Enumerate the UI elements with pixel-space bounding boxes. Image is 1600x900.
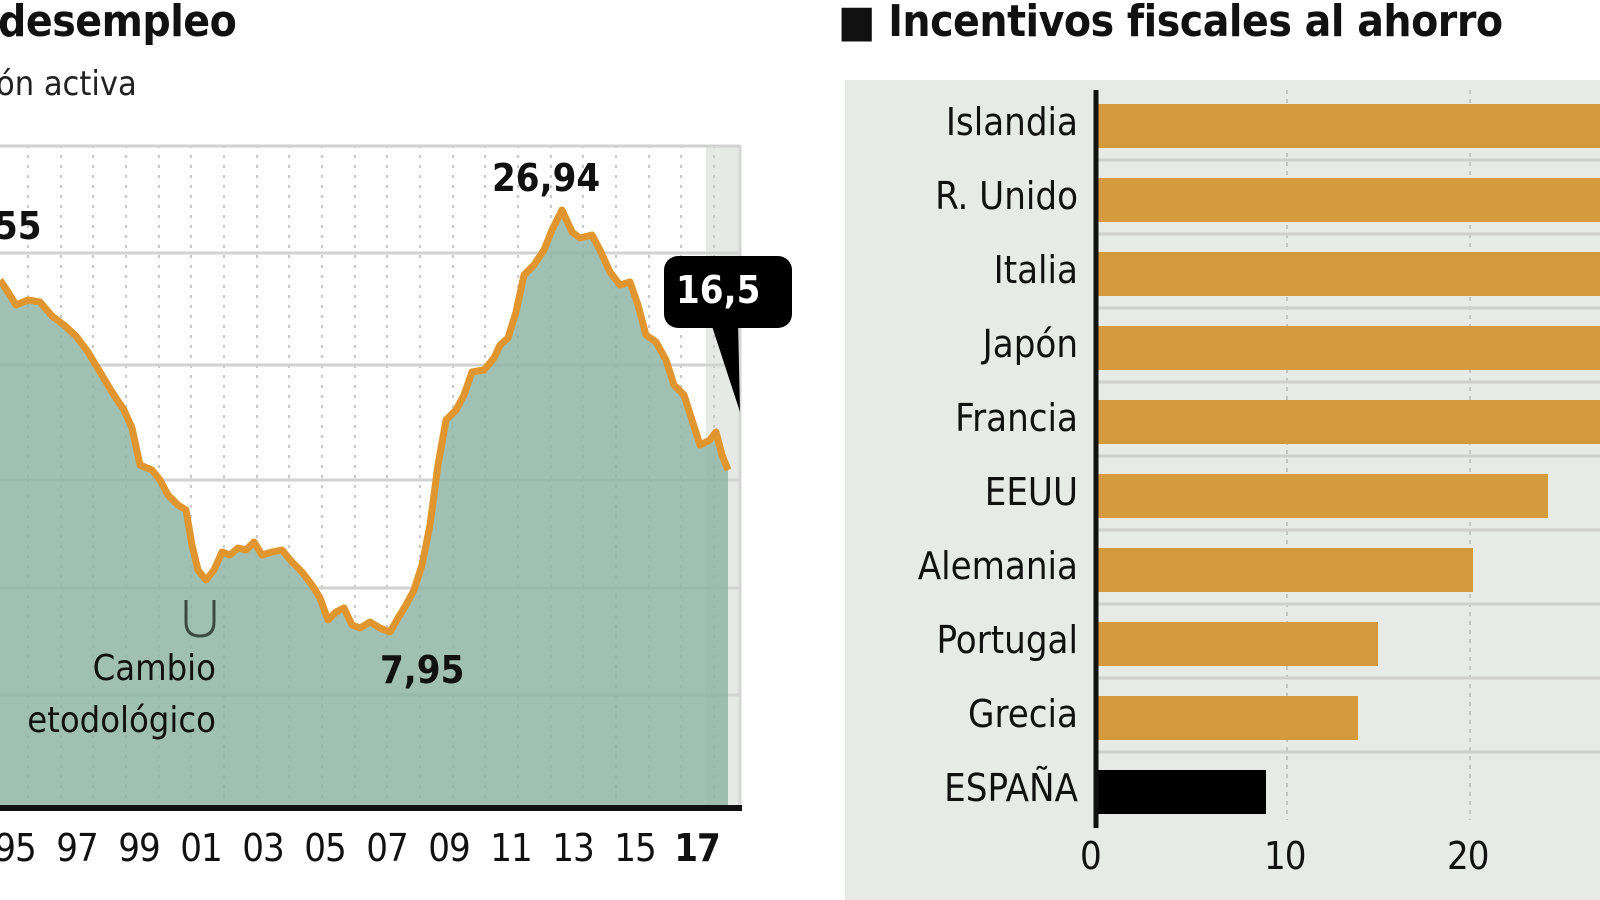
bar-r-unido bbox=[1098, 178, 1600, 222]
x-tick: 10 bbox=[1264, 834, 1306, 878]
x-tick: 01 bbox=[180, 826, 223, 870]
x-tick: 0 bbox=[1080, 834, 1102, 878]
x-tick: 07 bbox=[366, 826, 409, 870]
bar-portugal bbox=[1098, 622, 1378, 666]
bar-label: Islandia bbox=[945, 100, 1078, 144]
fiscal-incentives-bar-chart bbox=[1093, 90, 1600, 828]
current-value-label: 16,5 bbox=[676, 268, 761, 312]
bar-eeuu bbox=[1098, 474, 1548, 518]
left-x-axis: 95 97 99 01 03 05 07 09 11 13 15 17 bbox=[0, 826, 764, 870]
bar-label: Grecia bbox=[968, 692, 1078, 736]
current-value-callout bbox=[664, 256, 792, 328]
start-value-label: 55 bbox=[0, 204, 42, 248]
x-tick: 15 bbox=[614, 826, 657, 870]
unemployment-area bbox=[0, 210, 728, 808]
bar-label: Japón bbox=[982, 322, 1078, 366]
bar-islandia bbox=[1098, 104, 1600, 148]
left-chart-title: desempleo bbox=[0, 0, 237, 47]
right-chart-title: ■ Incentivos fiscales al ahorro bbox=[838, 0, 1503, 47]
title-square-icon: ■ bbox=[838, 0, 875, 47]
method-change-label-line2: etodológico bbox=[27, 700, 216, 741]
x-tick: 13 bbox=[552, 826, 595, 870]
method-change-label-line1: Cambio bbox=[92, 648, 216, 689]
x-tick: 09 bbox=[428, 826, 471, 870]
bar-label: Francia bbox=[955, 396, 1078, 440]
x-tick: 20 bbox=[1447, 834, 1489, 878]
bar-japon bbox=[1098, 326, 1600, 370]
peak-value-label: 26,94 bbox=[492, 156, 601, 200]
method-change-marker-icon bbox=[184, 600, 216, 638]
bar-italia bbox=[1098, 252, 1600, 296]
unemployment-area-chart bbox=[0, 144, 792, 811]
unemployment-line bbox=[0, 206, 732, 636]
bar-label: R. Unido bbox=[935, 174, 1078, 218]
bar-espana bbox=[1098, 770, 1266, 814]
x-tick: 17 bbox=[674, 826, 721, 870]
x-tick: 97 bbox=[56, 826, 99, 870]
bar-grecia bbox=[1098, 696, 1358, 740]
bar-label: Alemania bbox=[917, 544, 1078, 588]
bar-label: EEUU bbox=[984, 470, 1078, 514]
bar-label: ESPAÑA bbox=[944, 766, 1078, 810]
bar-alemania bbox=[1098, 548, 1473, 592]
x-tick: 95 bbox=[0, 826, 37, 870]
trough-value-label: 7,95 bbox=[380, 648, 465, 692]
bar-francia bbox=[1098, 400, 1600, 444]
x-tick: 99 bbox=[118, 826, 161, 870]
x-tick: 03 bbox=[242, 826, 285, 870]
callout-pointer-icon bbox=[710, 320, 740, 412]
left-chart-subtitle: ón activa bbox=[0, 64, 137, 104]
x-tick: 05 bbox=[304, 826, 347, 870]
bar-label: Portugal bbox=[936, 618, 1078, 662]
bar-label: Italia bbox=[993, 248, 1078, 292]
x-tick: 11 bbox=[490, 826, 533, 870]
